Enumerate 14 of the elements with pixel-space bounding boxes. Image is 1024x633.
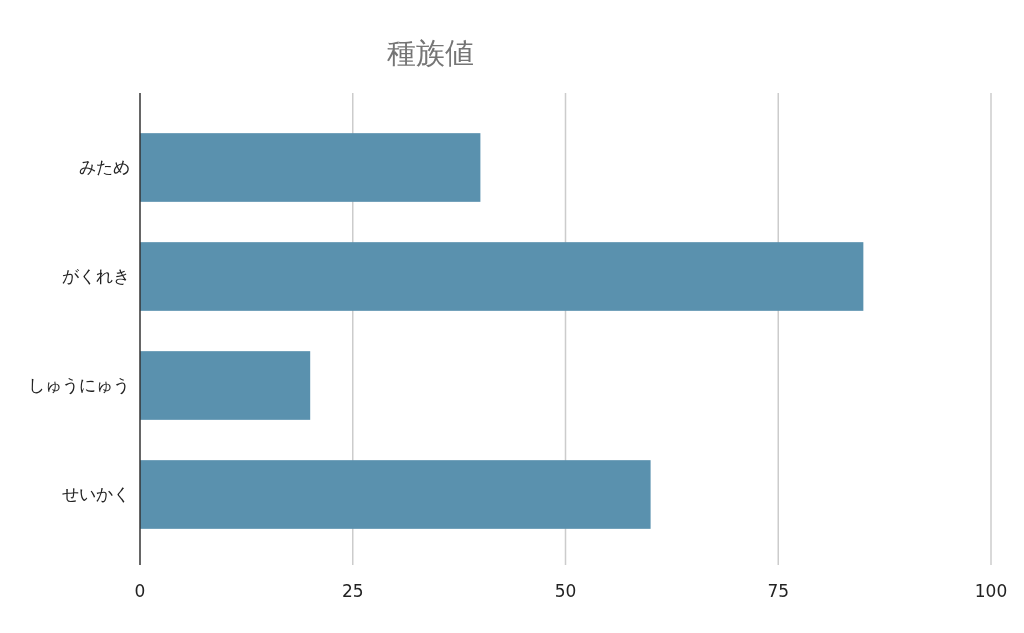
- x-tick-label: 50: [554, 581, 577, 601]
- bar: [140, 351, 311, 420]
- bar: [140, 460, 651, 529]
- x-tick-label: 0: [134, 581, 146, 601]
- y-tick-label: せいかく: [62, 484, 130, 505]
- chart-title: 種族値: [386, 36, 474, 70]
- y-tick-label: がくれき: [62, 266, 130, 287]
- x-tick-label: 25: [341, 581, 364, 601]
- bar: [140, 242, 864, 311]
- bar: [140, 133, 481, 202]
- x-tick-label: 75: [767, 581, 790, 601]
- x-tick-label: 100: [974, 581, 1008, 601]
- y-tick-label: しゅうにゅう: [28, 375, 130, 396]
- y-tick-label: みため: [79, 157, 130, 178]
